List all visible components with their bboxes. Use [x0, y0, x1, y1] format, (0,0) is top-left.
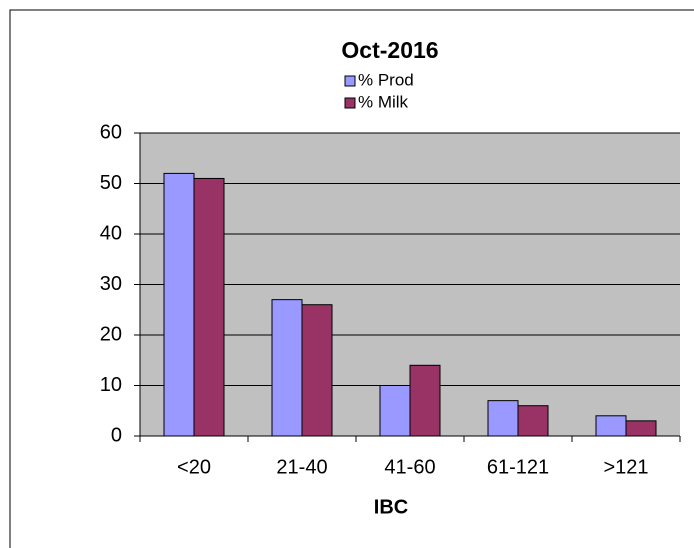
x-tick-label: 21-40 — [276, 456, 327, 478]
bar — [379, 385, 411, 437]
y-tick-label: 50 — [100, 172, 122, 194]
bar — [271, 299, 303, 437]
y-tick-label: 20 — [100, 323, 122, 345]
x-axis-title: IBC — [374, 496, 408, 518]
legend-swatch — [344, 75, 356, 87]
bar — [595, 415, 627, 437]
legend-swatch — [344, 97, 356, 109]
x-tick-label: >121 — [603, 456, 648, 478]
legend-label: % Prod — [358, 70, 414, 89]
x-tick-label: 61-121 — [487, 456, 549, 478]
y-tick-label: 0 — [111, 424, 122, 446]
bar — [487, 400, 519, 437]
x-tick-label: 41-60 — [384, 456, 435, 478]
legend-label: % Milk — [358, 92, 409, 111]
y-tick-label: 30 — [100, 273, 122, 295]
bar — [301, 304, 333, 437]
y-tick-label: 40 — [100, 222, 122, 244]
bar — [409, 364, 441, 437]
bar — [193, 177, 225, 437]
x-tick-label: <20 — [177, 456, 211, 478]
bar — [517, 405, 549, 437]
bar — [163, 172, 195, 437]
chart-title: Oct-2016 — [341, 37, 438, 63]
y-tick-label: 60 — [100, 121, 122, 143]
bar — [625, 420, 657, 437]
y-tick-label: 10 — [100, 374, 122, 396]
